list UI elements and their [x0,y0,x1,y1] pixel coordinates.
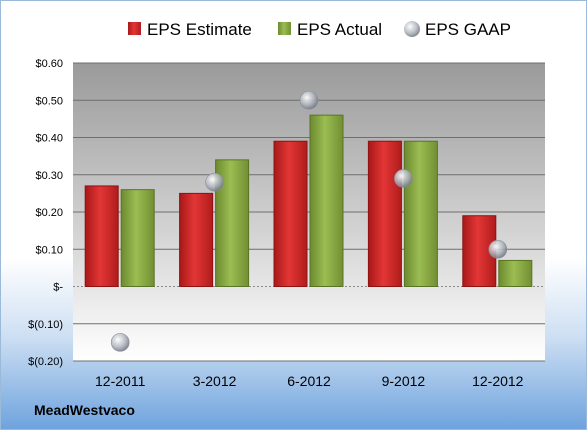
marker-eps-gaap-3-2012 [205,172,224,192]
bar-eps-estimate-12-2011 [84,185,119,287]
bar-eps-estimate-3-2012 [179,192,214,287]
y-tick-label: $(0.20) [28,356,63,368]
y-axis-ticks: $0.60 $0.50 $0.40 $0.30 $0.20 $0.10 $- $(0.10) $… [28,58,63,368]
marker-eps-gaap-6-2012 [299,90,319,110]
legend-label-eps-gaap: EPS GAAP [425,20,511,39]
bar-eps-actual-12-2011 [120,189,155,287]
legend-label-eps-estimate: EPS Estimate [147,20,252,39]
bar-eps-actual-6-2012 [309,114,344,288]
marker-eps-gaap-12-2011 [110,333,130,352]
bar-eps-actual-9-2012 [403,140,438,287]
y-tick-label: $0.60 [35,58,63,70]
gaap-markers [110,90,508,352]
bar-eps-estimate-9-2012 [367,140,402,287]
legend-label-eps-actual: EPS Actual [297,20,382,39]
legend-swatch-eps-gaap [404,21,420,37]
x-category-label: 12-2011 [95,373,146,389]
x-axis-categories: 12-2011 3-2012 6-2012 9-2012 12-2012 [95,373,524,389]
legend: EPS Estimate EPS Actual EPS GAAP [128,20,511,39]
y-tick-label: $0.50 [35,95,63,107]
legend-swatch-eps-estimate [128,22,141,35]
bar-eps-estimate-12-2012 [462,215,497,288]
y-tick-label: $- [53,282,63,294]
marker-eps-gaap-12-2012 [488,239,508,259]
x-category-label: 6-2012 [287,373,331,389]
x-category-label: 12-2012 [472,373,524,389]
bar-eps-actual-12-2012 [498,259,533,287]
company-name: MeadWestvaco [34,402,135,418]
y-tick-label: $0.40 [35,133,63,145]
x-category-label: 9-2012 [382,373,426,389]
y-tick-label: $(0.10) [28,319,63,331]
y-tick-label: $0.20 [35,207,63,219]
y-tick-label: $0.30 [35,170,63,182]
x-category-label: 3-2012 [193,373,237,389]
y-tick-label: $0.10 [35,244,63,256]
bars [84,114,533,288]
legend-swatch-eps-actual [278,22,291,35]
bar-eps-estimate-6-2012 [273,140,308,287]
marker-eps-gaap-9-2012 [394,169,413,188]
